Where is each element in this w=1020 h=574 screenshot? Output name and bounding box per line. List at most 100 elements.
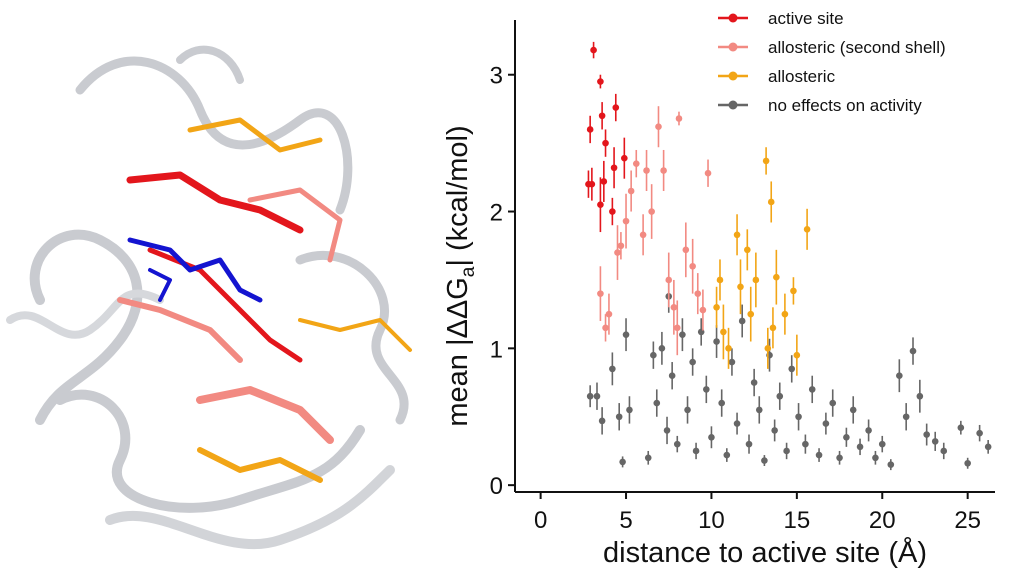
y-axis-label-part: | (kcal/mol) — [442, 125, 474, 266]
point — [755, 406, 763, 414]
point — [597, 78, 604, 85]
legend-marker — [728, 13, 738, 23]
point — [802, 440, 809, 448]
y-axis-label-part: mean |ΔΔG — [442, 277, 474, 426]
x-tick-label: 10 — [698, 507, 725, 534]
point — [788, 365, 796, 373]
point — [609, 208, 616, 215]
point — [673, 440, 681, 448]
point — [648, 208, 655, 215]
point — [856, 443, 864, 451]
point — [793, 351, 801, 359]
scatter-plot: 0 1 2 3 0 5 10 15 20 25 distance to active site (Å… — [442, 9, 995, 569]
point — [615, 413, 623, 421]
point — [593, 392, 601, 400]
point — [767, 198, 775, 206]
point — [663, 427, 671, 434]
point — [964, 459, 971, 467]
point — [931, 438, 939, 445]
point — [716, 276, 724, 284]
point — [597, 201, 604, 208]
point — [658, 345, 666, 352]
point — [703, 386, 710, 393]
point — [632, 160, 640, 167]
legend-marker — [728, 42, 738, 52]
point — [720, 328, 727, 336]
point — [843, 433, 850, 441]
x-tick-label: 0 — [534, 507, 547, 534]
point — [673, 324, 681, 332]
point — [957, 424, 965, 431]
point — [781, 310, 789, 318]
point — [610, 164, 618, 172]
point — [670, 304, 678, 311]
point — [588, 180, 596, 188]
point — [887, 461, 895, 468]
point — [790, 287, 797, 295]
y-tick-label: 1 — [490, 336, 503, 363]
point — [795, 413, 802, 421]
x-tick-label: 15 — [783, 507, 810, 534]
point — [704, 169, 712, 177]
point — [692, 447, 700, 455]
point — [598, 112, 606, 120]
point — [733, 231, 741, 239]
x-tick-label: 25 — [954, 507, 981, 534]
point — [598, 417, 606, 425]
point — [602, 139, 609, 147]
legend-label: no effects on activity — [768, 96, 922, 115]
y-axis-label: mean |ΔΔGa| (kcal/mol) — [442, 125, 479, 426]
point — [653, 399, 661, 407]
legend-label: active site — [768, 9, 844, 28]
point — [773, 273, 780, 281]
point — [815, 451, 823, 459]
point — [761, 457, 768, 464]
point — [643, 167, 650, 174]
point — [668, 372, 676, 380]
point — [679, 331, 686, 338]
point — [684, 406, 691, 414]
y-tick-label: 2 — [490, 200, 503, 227]
y-tick-label: 0 — [490, 473, 503, 500]
legend-label: allosteric — [768, 67, 836, 86]
point — [650, 351, 657, 359]
point — [675, 115, 683, 122]
point — [665, 276, 673, 284]
point — [626, 406, 633, 414]
point — [602, 324, 609, 332]
point — [718, 399, 725, 407]
point — [694, 290, 702, 297]
point — [865, 427, 872, 434]
point — [836, 454, 843, 462]
point — [878, 440, 886, 448]
legend-marker — [728, 100, 738, 110]
protein-structure — [6, 45, 412, 550]
point — [769, 324, 777, 332]
point — [764, 345, 772, 352]
point — [822, 420, 830, 427]
point — [916, 392, 924, 400]
point — [783, 447, 790, 455]
point — [600, 178, 608, 185]
point — [660, 167, 667, 174]
point — [745, 440, 753, 448]
point — [682, 246, 690, 254]
point — [728, 358, 736, 366]
point — [713, 338, 720, 345]
point — [627, 187, 635, 195]
point — [923, 431, 930, 438]
point — [849, 406, 857, 414]
point — [586, 126, 594, 133]
point — [689, 358, 696, 366]
point — [872, 454, 879, 462]
point — [612, 104, 620, 111]
point — [699, 306, 707, 314]
point — [708, 433, 715, 441]
point — [902, 413, 910, 421]
point — [752, 276, 760, 284]
point — [909, 347, 917, 355]
point — [639, 231, 647, 239]
point — [617, 242, 625, 250]
point — [984, 443, 992, 451]
point — [655, 123, 662, 131]
